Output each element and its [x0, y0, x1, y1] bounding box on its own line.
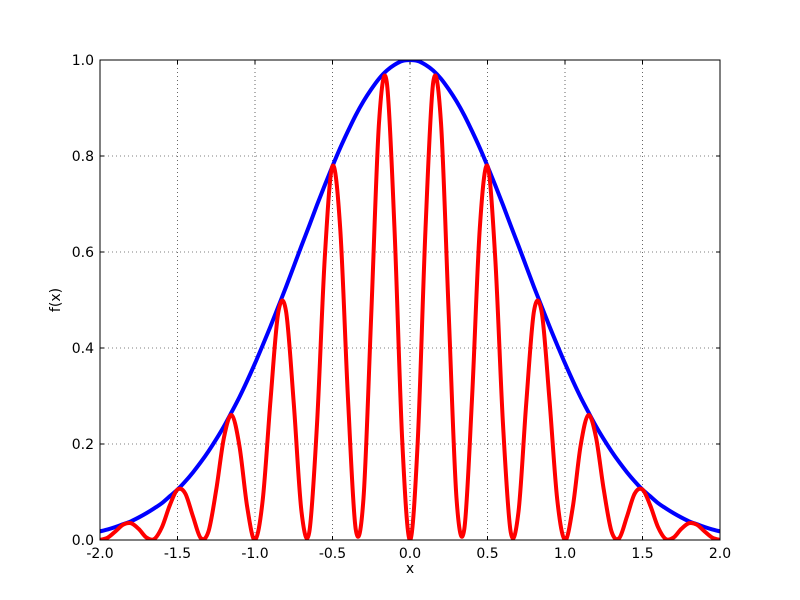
x-tick-label: 2.0: [709, 546, 731, 562]
y-tick-label: 0.6: [72, 245, 94, 261]
line-series: [100, 60, 720, 534]
y-axis-label: f(x): [48, 288, 64, 312]
x-tick-label: 0.5: [476, 546, 498, 562]
x-tick-label: -0.5: [319, 546, 346, 562]
x-tick-label: -1.5: [164, 546, 191, 562]
x-tick-label: 1.5: [631, 546, 653, 562]
y-tick-label: 0.4: [72, 341, 94, 357]
x-tick-label: 1.0: [554, 546, 576, 562]
y-tick-label: 0.2: [72, 437, 94, 453]
x-axis-label: x: [406, 561, 414, 577]
line-series: [100, 73, 720, 540]
plot-area: [100, 60, 720, 540]
y-tick-label: 0.8: [72, 149, 94, 165]
y-tick-label: 1.0: [72, 53, 94, 69]
x-tick-label: -2.0: [86, 546, 113, 562]
axes-frame: [99, 59, 721, 541]
x-tick-label: 0.0: [399, 546, 421, 562]
y-tick-label: 0.0: [72, 533, 94, 549]
x-tick-label: -1.0: [241, 546, 268, 562]
